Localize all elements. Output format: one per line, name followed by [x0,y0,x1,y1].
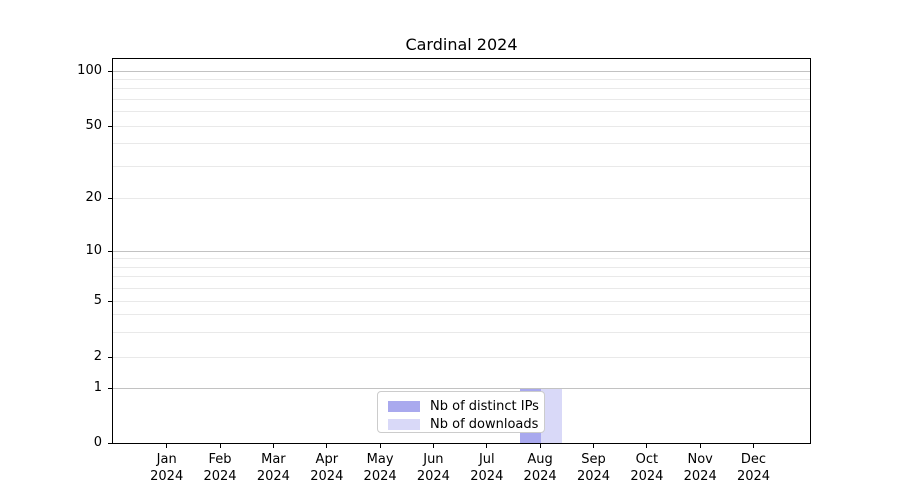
gridline-y-major-100 [113,70,810,72]
y-tick-mark-50 [108,126,112,127]
x-tick-year: 2024 [310,469,344,484]
plot-area: Nb of distinct IPs Nb of downloads [112,58,811,444]
x-tick-year: 2024 [470,469,504,484]
x-tick-month: May [366,452,394,467]
x-tick-year: 2024 [630,469,664,484]
x-tick-label-oct-2024: Oct 2024 [612,451,682,485]
y-tick-mark-5 [108,301,112,302]
bar-downloads-aug [540,389,562,444]
y-tick-mark-1 [108,388,112,389]
legend-label-downloads: Nb of downloads [430,416,539,432]
x-tick-mark-may [379,444,381,448]
x-tick-year: 2024 [416,469,450,484]
x-tick-label-apr-2024: Apr 2024 [292,451,362,485]
x-tick-year: 2024 [523,469,557,484]
x-tick-year: 2024 [736,469,771,484]
x-tick-mark-sep [593,444,594,448]
x-tick-mark-aug [539,444,541,448]
x-tick-month: Dec [740,452,767,467]
gridline-y-minor-80 [113,88,810,90]
gridline-y-minor-2 [113,356,810,358]
x-tick-label-sep-2024: Sep 2024 [559,451,629,485]
x-tick-month: Jul [478,452,495,467]
x-tick-mark-oct [646,444,648,448]
x-tick-mark-mar [272,444,274,448]
gridline-y-minor-4 [113,314,810,316]
x-tick-month: Apr [315,452,339,467]
gridline-y-minor-40 [113,143,810,145]
y-tick-label-2: 2 [93,348,102,364]
x-tick-year: 2024 [256,469,290,484]
x-tick-label-nov-2024: Nov 2024 [665,451,735,485]
x-tick-month: Feb [208,452,232,467]
x-tick-mark-jun [432,444,434,448]
y-tick-label-0: 0 [93,435,102,451]
y-tick-label-100: 100 [77,62,102,78]
x-tick-label-dec-2024: Dec 2024 [719,451,789,485]
gridline-y-minor-20 [113,197,810,199]
x-tick-label-aug-2024: Aug 2024 [505,451,575,485]
gridline-y-minor-70 [113,99,810,100]
gridline-y-major-10 [113,250,810,252]
x-tick-month: Sep [581,452,606,467]
gridline-y-minor-30 [113,165,810,167]
x-tick-label-jul-2024: Jul 2024 [452,451,522,485]
y-tick-mark-0 [108,443,112,444]
y-tick-label-50: 50 [85,117,102,133]
x-tick-mark-apr [326,444,328,448]
downloads-swatch [388,418,420,430]
y-tick-mark-10 [108,251,112,252]
x-tick-label-feb-2024: Feb 2024 [185,451,255,485]
x-tick-label-jan-2024: Jan 2024 [132,451,202,485]
gridline-y-major-1 [113,388,810,390]
x-tick-label-may-2024: May 2024 [345,451,415,485]
gridline-y-minor-6 [113,287,810,289]
x-tick-month: Mar [261,452,286,467]
y-tick-mark-20 [108,198,112,199]
gridline-y-minor-7 [113,276,810,278]
x-tick-month: Jan [156,452,177,467]
chart-title: Cardinal 2024 [405,35,518,54]
y-tick-label-1: 1 [93,380,102,396]
x-tick-label-jun-2024: Jun 2024 [398,451,468,485]
x-tick-year: 2024 [576,469,611,484]
y-tick-mark-100 [108,71,112,72]
x-tick-mark-dec [753,444,754,448]
x-tick-year: 2024 [203,469,237,484]
x-tick-label-mar-2024: Mar 2024 [238,451,308,485]
legend-label-distinct-ips: Nb of distinct IPs [430,398,539,414]
x-tick-year: 2024 [683,469,717,484]
gridline-y-minor-90 [113,79,810,81]
x-tick-year: 2024 [150,469,184,484]
x-tick-mark-jul [486,444,488,448]
gridline-y-minor-3 [113,331,810,333]
y-tick-label-10: 10 [85,242,102,258]
x-tick-month: Jun [423,452,444,467]
x-tick-mark-feb [219,444,221,448]
gridline-y-minor-60 [113,111,810,113]
gridline-y-minor-5 [113,300,810,302]
x-tick-year: 2024 [363,469,397,484]
y-tick-label-20: 20 [85,189,102,205]
distinct-ips-swatch [388,400,420,412]
x-tick-month: Aug [527,452,553,467]
legend-item-distinct-ips: Nb of distinct IPs [378,397,544,415]
gridline-y-minor-8 [113,266,810,268]
x-tick-mark-jan [166,444,168,448]
gridline-y-minor-9 [113,258,810,260]
gridline-y-minor-50 [113,125,810,127]
y-tick-mark-2 [108,357,112,358]
legend-item-downloads: Nb of downloads [378,415,544,433]
x-tick-mark-nov [699,444,701,448]
legend: Nb of distinct IPs Nb of downloads [377,391,545,433]
y-tick-label-5: 5 [93,292,102,308]
x-tick-month: Oct [635,452,659,467]
x-tick-month: Nov [687,452,713,467]
